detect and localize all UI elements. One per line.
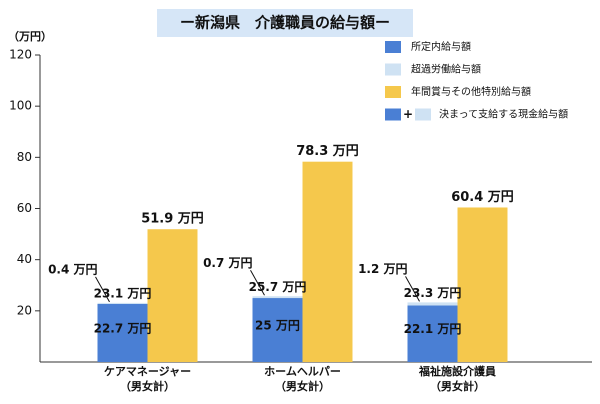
x-tick-label: （男女計） — [275, 379, 330, 393]
bar — [147, 229, 198, 362]
total-label: 23.3 万円 — [404, 286, 462, 300]
legend-label: 決まって支給する現金給与額 — [439, 108, 568, 121]
value-label: 1.2 万円 — [358, 262, 407, 276]
legend-label: 超過労働給与額 — [411, 63, 481, 76]
value-label: 78.3 万円 — [296, 144, 359, 159]
total-label: 23.1 万円 — [94, 286, 152, 300]
y-tick-label: 40 — [17, 252, 32, 266]
y-tick-label: 120 — [9, 48, 32, 62]
value-label: 60.4 万円 — [451, 190, 514, 205]
bar — [97, 302, 148, 304]
x-tick-label: （男女計） — [120, 379, 175, 393]
x-tick-label: （男女計） — [430, 379, 485, 393]
legend-label: 年間賞与その他特別給与額 — [411, 85, 531, 98]
unit-label: （万円） — [8, 30, 52, 43]
x-tick-label: ホームヘルパー — [264, 365, 341, 378]
y-tick-label: 20 — [17, 303, 32, 317]
chart-title: ー新潟県 介護職員の給与額ー — [180, 14, 390, 32]
x-tick-label: 福祉施設介護員 — [418, 364, 496, 378]
leader-line — [250, 270, 265, 296]
legend-joiner: + — [403, 107, 413, 121]
y-tick-label: 60 — [17, 201, 32, 215]
value-label: 22.7 万円 — [94, 321, 152, 335]
legend-swatch — [385, 41, 401, 53]
x-tick-label: ケアマネージャー — [104, 365, 191, 378]
legend-swatch — [415, 108, 431, 121]
legend-swatch — [385, 86, 401, 98]
bar — [302, 161, 353, 362]
leader-line — [405, 276, 420, 302]
bar — [457, 207, 508, 362]
bar — [407, 302, 458, 306]
legend-swatch — [385, 108, 401, 121]
value-label: 22.1 万円 — [404, 322, 462, 336]
bar — [252, 296, 303, 299]
y-tick-label: 100 — [9, 99, 32, 113]
value-label: 25 万円 — [255, 319, 300, 333]
bar — [407, 305, 458, 362]
y-tick-label: 80 — [17, 150, 32, 164]
title-box — [157, 9, 413, 37]
value-label: 51.9 万円 — [141, 212, 204, 227]
legend-label: 所定内給与額 — [411, 40, 471, 53]
leader-line — [95, 276, 110, 303]
bar — [252, 298, 303, 362]
legend-swatch — [385, 63, 401, 76]
bar — [97, 303, 148, 362]
value-label: 0.7 万円 — [203, 256, 252, 270]
total-label: 25.7 万円 — [249, 280, 307, 294]
value-label: 0.4 万円 — [48, 262, 97, 276]
